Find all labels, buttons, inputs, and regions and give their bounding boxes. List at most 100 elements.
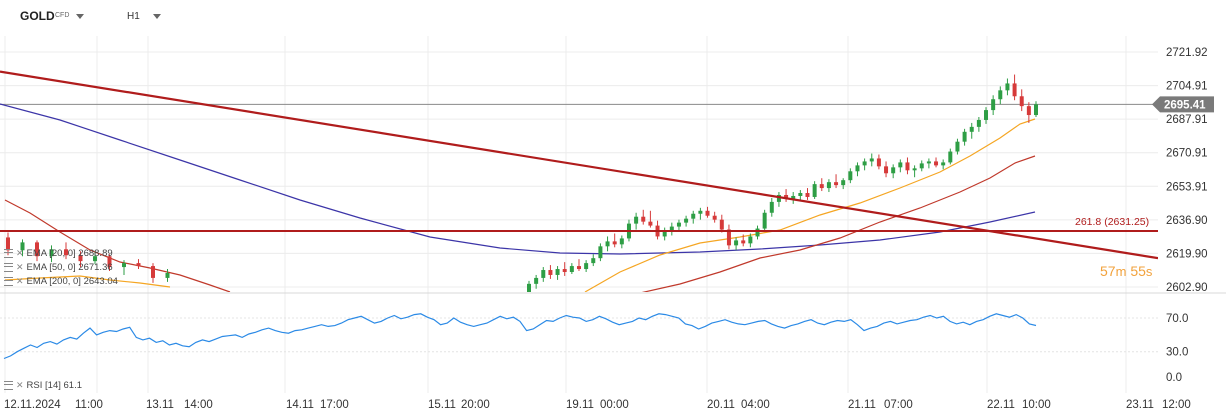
candle (534, 274, 539, 289)
candle (726, 224, 731, 250)
candle (619, 235, 624, 249)
legend-ema20: ✕ EMA [20, 0] 2688.89 (4, 248, 113, 259)
candle (776, 192, 781, 207)
candle (769, 197, 774, 217)
last-price-value: 2695.41 (1164, 99, 1206, 111)
candle (598, 243, 603, 262)
candle (562, 262, 567, 276)
candle (612, 233, 617, 248)
legend-ema50-text: EMA [50, 0] 2671.36 (26, 262, 113, 273)
candle (791, 192, 796, 204)
rsi-pane (0, 313, 1158, 360)
candle (719, 214, 724, 233)
time-tick-label: 20.11 (707, 399, 735, 411)
legend-rsi: ✕ RSI [14] 61.1 (4, 380, 82, 391)
candle (898, 159, 903, 173)
candle (934, 157, 939, 168)
candle (49, 245, 54, 263)
countdown-min-unit: m (1115, 264, 1127, 279)
candle (605, 236, 610, 252)
candle (969, 122, 974, 139)
candle (869, 153, 874, 167)
legend-ema200-text: EMA [200, 0] 2643.04 (26, 276, 118, 287)
time-tick-label: 20:00 (461, 399, 490, 411)
time-tick-label: 21.11 (848, 399, 876, 411)
ema50-line (641, 155, 1036, 292)
candle (548, 265, 553, 279)
candle (876, 154, 881, 170)
candle (955, 138, 960, 155)
time-tick-label: 07:00 (884, 399, 913, 411)
time-tick-label: 10:00 (1022, 399, 1051, 411)
rsi-tick-label: 70.0 (1166, 313, 1188, 325)
candle (107, 254, 112, 272)
candle (634, 212, 639, 230)
candle (165, 269, 170, 282)
time-tick-label: 14.11 (286, 399, 314, 411)
candle (984, 107, 989, 124)
rsi-tick-label: 0.0 (1166, 372, 1182, 384)
candle (919, 160, 924, 172)
settings-lines-icon[interactable] (4, 380, 13, 390)
candle (1026, 102, 1031, 123)
candle (991, 95, 996, 116)
candle (698, 207, 703, 220)
time-tick-label: 17:00 (320, 399, 349, 411)
remove-x-icon[interactable]: ✕ (16, 248, 24, 258)
price-tick-label: 2670.91 (1166, 148, 1208, 160)
rsi-line (3, 313, 1037, 360)
countdown-sec-unit: s (1145, 264, 1153, 279)
price-tick-label: 2636.90 (1166, 215, 1208, 227)
candle (762, 209, 767, 232)
candle (20, 239, 25, 257)
candle (591, 254, 596, 267)
candle (798, 190, 803, 201)
candle (122, 260, 126, 275)
remove-x-icon[interactable]: ✕ (16, 276, 24, 286)
candle (527, 280, 531, 292)
remove-x-icon[interactable]: ✕ (16, 380, 24, 390)
price-tick-label: 2687.91 (1166, 114, 1208, 126)
time-tick-label: 12.11.2024 (4, 399, 61, 411)
settings-lines-icon[interactable] (4, 276, 13, 286)
candle (862, 158, 867, 171)
timeframe-dropdown-chevron-icon[interactable] (153, 14, 161, 19)
candle (648, 210, 653, 228)
candle (662, 227, 667, 241)
candle (784, 189, 789, 202)
symbol-dropdown-chevron-icon[interactable] (76, 14, 84, 19)
candle (712, 211, 717, 223)
candle (641, 209, 646, 225)
chart-toolbar: GOLD CFD H1 (0, 0, 1226, 36)
trendline[interactable] (0, 70, 1158, 260)
candle (78, 251, 83, 268)
candle (691, 210, 696, 224)
candle (998, 86, 1003, 105)
candle (541, 267, 546, 282)
candle (819, 178, 824, 192)
candle (1005, 78, 1010, 96)
settings-lines-icon[interactable] (4, 262, 13, 272)
legend-ema20-text: EMA [20, 0] 2688.89 (26, 248, 113, 259)
last-price-tag (1152, 96, 1214, 113)
candle (755, 225, 760, 240)
candle (962, 128, 967, 146)
symbol-name[interactable]: GOLD (20, 9, 55, 23)
time-tick-label: 19.11 (566, 399, 594, 411)
settings-lines-icon[interactable] (4, 248, 13, 258)
candle (848, 168, 853, 184)
candle (1034, 101, 1038, 117)
remove-x-icon[interactable]: ✕ (16, 262, 24, 272)
candle (93, 252, 97, 265)
candle (948, 148, 953, 165)
candle (1012, 74, 1017, 101)
time-tick-label: 13.11 (146, 399, 174, 411)
candle (841, 178, 846, 190)
timeframe-selector[interactable]: H1 (127, 11, 140, 22)
candle (834, 174, 839, 189)
price-pane (0, 70, 1158, 292)
time-tick-label: 22.11 (987, 399, 1015, 411)
candle (684, 215, 689, 227)
candle (941, 159, 946, 170)
